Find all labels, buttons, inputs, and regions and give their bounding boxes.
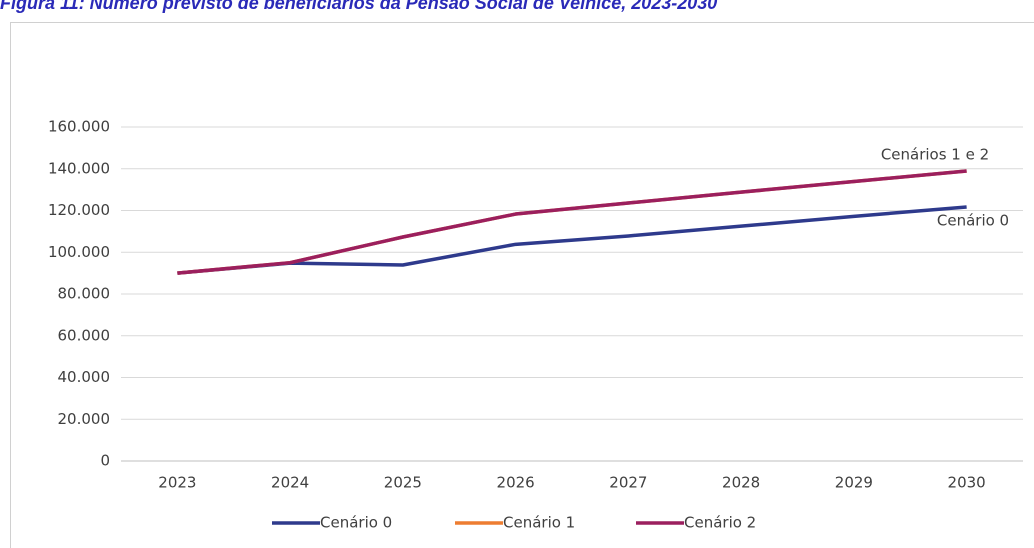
- chart-title: Figura 11: Número previsto de beneficiár…: [0, 0, 717, 13]
- x-tick-label: 2028: [722, 474, 760, 492]
- series-line: [177, 169, 967, 275]
- annotation: Cenário 0: [937, 212, 1009, 230]
- x-tick-label: 2023: [158, 474, 196, 492]
- y-tick-label: 80.000: [58, 285, 111, 303]
- series-line: [177, 169, 967, 275]
- y-tick-label: 60.000: [58, 326, 111, 344]
- y-tick-label: 100.000: [48, 243, 110, 261]
- annotation: Cenários 1 e 2: [881, 146, 989, 164]
- x-tick-label: 2024: [271, 474, 309, 492]
- x-tick-label: 2030: [948, 474, 986, 492]
- legend-label: Cenário 1: [503, 514, 575, 532]
- y-tick-label: 120.000: [48, 201, 110, 219]
- chart-frame: [10, 22, 1034, 548]
- y-tick-label: 140.000: [48, 159, 110, 177]
- series-line: [177, 205, 967, 275]
- legend-label: Cenário 2: [684, 514, 756, 532]
- x-tick-label: 2029: [835, 474, 873, 492]
- legend-label: Cenário 0: [320, 514, 392, 532]
- y-tick-label: 40.000: [58, 368, 111, 386]
- y-tick-label: 0: [100, 452, 110, 470]
- x-tick-label: 2026: [497, 474, 535, 492]
- y-tick-label: 20.000: [58, 410, 111, 428]
- x-tick-label: 2027: [609, 474, 647, 492]
- x-tick-label: 2025: [384, 474, 422, 492]
- y-tick-label: 160.000: [48, 118, 110, 136]
